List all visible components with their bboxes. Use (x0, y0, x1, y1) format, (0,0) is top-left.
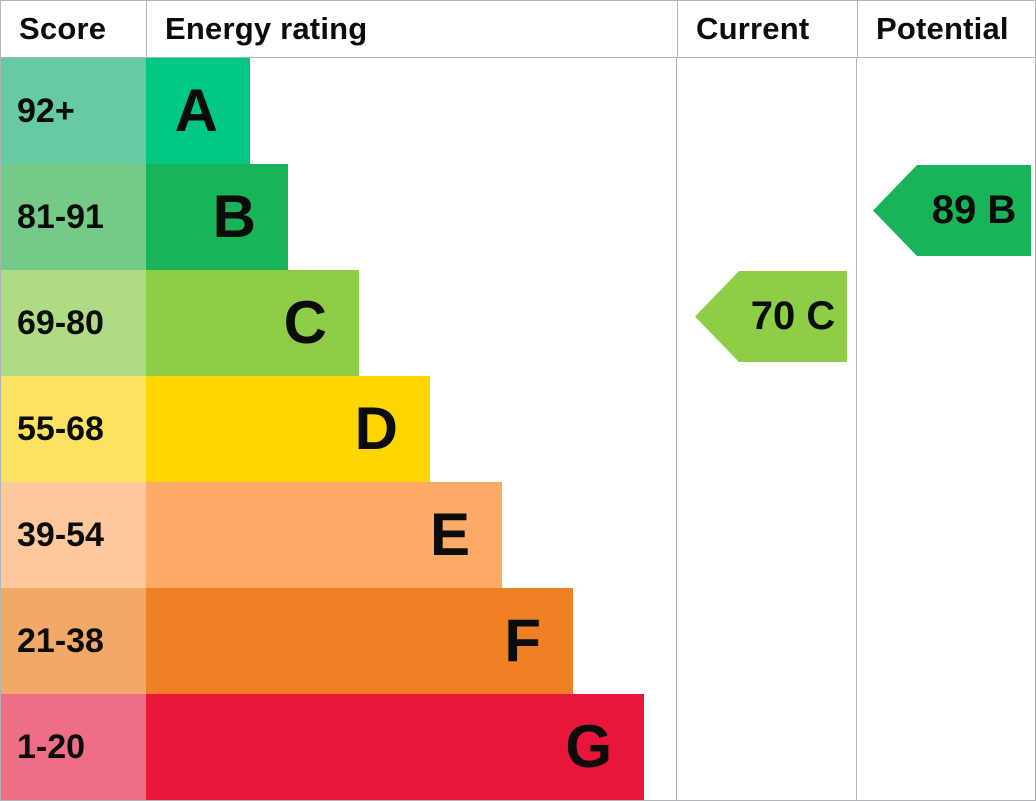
band-row-g: 1-20 G (1, 694, 1035, 800)
band-row-c: 69-80 C (1, 270, 1035, 376)
band-row-a: 92+ A (1, 58, 1035, 164)
column-divider-current (676, 58, 677, 800)
band-score-cell: 39-54 (1, 482, 146, 588)
band-bar: C (146, 270, 359, 376)
band-letter: A (174, 77, 218, 144)
band-score-label: 81-91 (17, 197, 104, 236)
header-current: Current (677, 1, 857, 57)
band-letter: G (565, 713, 612, 780)
band-score-label: 92+ (17, 91, 75, 130)
band-score-label: 55-68 (17, 409, 104, 448)
band-row-e: 39-54 E (1, 482, 1035, 588)
band-score-cell: 55-68 (1, 376, 146, 482)
band-score-cell: 1-20 (1, 694, 146, 800)
band-score-cell: 92+ (1, 58, 146, 164)
band-score-cell: 81-91 (1, 164, 146, 270)
current-rating-label: 70 C (750, 294, 836, 338)
band-letter: E (429, 501, 470, 568)
band-bar: E (146, 482, 502, 588)
band-letter: C (283, 289, 327, 356)
header-score: Score (19, 11, 107, 46)
band-rows: 92+ A 81-91 B 69-80 C 55-68 D 39-54 E 21… (1, 58, 1035, 800)
band-letter: F (504, 607, 541, 674)
header-row: Score Energy rating Current Potential (1, 1, 1035, 58)
band-row-f: 21-38 F (1, 588, 1035, 694)
column-divider-potential (856, 58, 857, 800)
band-row-b: 81-91 B (1, 164, 1035, 270)
band-score-cell: 69-80 (1, 270, 146, 376)
potential-rating-label: 89 B (931, 188, 1017, 232)
band-score-label: 39-54 (17, 515, 104, 554)
band-letter: D (354, 395, 398, 462)
band-bar: F (146, 588, 573, 694)
band-row-d: 55-68 D (1, 376, 1035, 482)
band-bar: A (146, 58, 250, 164)
header-energy-rating: Energy rating (146, 1, 677, 57)
band-score-label: 21-38 (17, 621, 104, 660)
band-bar: B (146, 164, 288, 270)
header-potential: Potential (857, 1, 1035, 57)
band-letter: B (212, 183, 256, 250)
band-score-cell: 21-38 (1, 588, 146, 694)
band-score-label: 1-20 (17, 727, 86, 766)
band-bar: G (146, 694, 644, 800)
band-score-label: 69-80 (17, 303, 104, 342)
band-bar: D (146, 376, 430, 482)
